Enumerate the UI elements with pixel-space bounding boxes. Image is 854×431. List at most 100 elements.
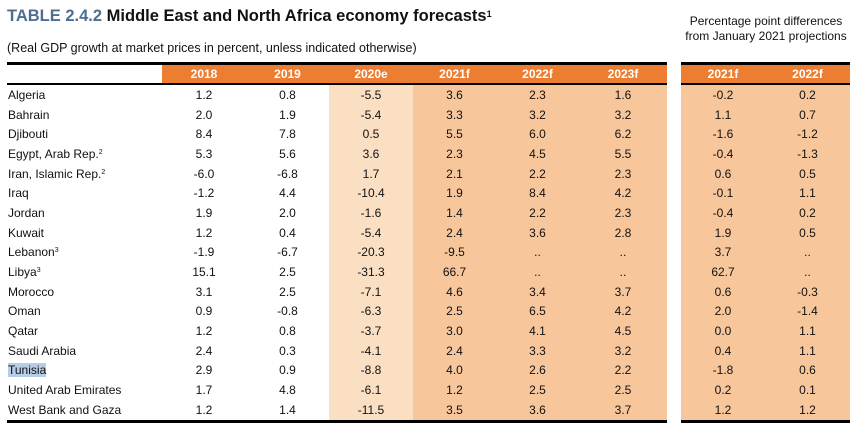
value-cell: 1.9 [279,107,296,122]
value-cell: 7.8 [279,127,296,142]
diff-cell: 1.1 [765,340,850,361]
table-row: Qatar 1.2 0.8 -3.7 3.0 4.1 4.5 [7,321,667,341]
value-cell: 2.4 [195,343,213,358]
diff-cell: 1.1 [765,183,850,204]
column-header-2023f: 2023f [579,63,667,84]
diff-row: 1.9 0.5 [681,222,850,243]
country-name: Oman [8,304,41,319]
diff-cell: -1.6 [681,124,765,145]
value-cell: 4.5 [579,321,667,341]
table-row: Kuwait 1.2 0.4 -5.4 2.4 3.6 2.8 [7,222,667,243]
value-cell: 5.5 [579,144,667,164]
country-name: Djibouti [8,127,49,142]
country-name: United Arab Emirates [8,383,122,398]
value-cell: 3.2 [579,340,667,361]
value-cell: 3.5 [413,400,496,422]
column-header-2018: 2018 [162,63,246,84]
value-cell: 2.2 [496,203,579,223]
table-title-text: Middle East and North Africa economy for… [106,7,487,25]
value-cell: 1.7 [195,383,213,398]
value-cell: 5.6 [279,146,296,161]
footnote-marker: 2 [101,168,106,176]
value-cell: 1.2 [195,87,213,102]
country-cell: Libya3 [7,262,162,282]
country-cell: Saudi Arabia [7,341,162,361]
column-header-2020e: 2020e [329,63,413,84]
country-cell: Oman [7,302,162,322]
value-cell: -6.7 [277,245,298,260]
diff-cell: -1.3 [765,144,850,164]
country-name: Egypt, Arab Rep. [8,146,99,161]
table-row: Algeria 1.2 0.8 -5.5 3.6 2.3 1.6 [7,84,667,105]
value-cell: 3.2 [579,104,667,125]
diff-row: 1.1 0.7 [681,104,850,125]
value-cell: 4.0 [413,360,496,381]
footnote-marker: 2 [98,148,103,156]
value-cell: 2.5 [279,265,296,280]
value-cell: 0.8 [279,324,296,339]
value-cell: -0.8 [277,304,298,319]
value-cell: 2.6 [496,360,579,381]
difference-header: Percentage point differences from Januar… [685,14,847,43]
value-cell: 5.5 [413,124,496,145]
value-cell: 15.1 [192,265,216,280]
value-cell: 6.2 [579,124,667,145]
value-cell: 8.4 [496,183,579,204]
table-row: West Bank and Gaza 1.2 1.4 -11.5 3.5 3.6 3.7 [7,400,667,422]
diff-row: 0.4 1.1 [681,340,850,361]
value-cell: 0.3 [279,343,296,358]
value-cell: 2.5 [413,301,496,322]
value-cell: -1.6 [329,203,413,223]
diff-cell: 0.6 [681,163,765,184]
table-row: Libya3 15.1 2.5 -31.3 66.7.... [7,262,667,282]
value-cell: 4.1 [496,321,579,341]
value-cell: 2.0 [279,205,296,220]
value-cell: -5.4 [329,222,413,243]
value-cell: -1.2 [193,186,215,201]
value-cell: 3.0 [413,321,496,341]
diff-row: -0.4 0.2 [681,203,850,223]
value-cell: 2.5 [279,284,296,299]
country-name: Bahrain [8,107,50,122]
table-row: Tunisia 2.9 0.9 -8.8 4.0 2.6 2.2 [7,360,667,381]
value-cell: 3.6 [329,144,413,164]
diff-cell: .. [765,242,850,263]
value-cell: 2.8 [579,222,667,243]
value-cell: 2.1 [413,163,496,184]
value-cell: .. [579,262,667,282]
value-cell: .. [579,242,667,263]
country-name: Iraq [8,186,29,201]
country-name: Qatar [8,324,39,339]
diff-cell: -0.1 [681,183,765,204]
diff-cell: -0.4 [681,203,765,223]
country-name: Libya [8,265,37,280]
table-row: Egypt, Arab Rep.2 5.3 5.6 3.6 2.3 4.5 5.5 [7,144,667,164]
diff-cell: 3.7 [681,242,765,263]
country-cell: West Bank and Gaza [7,400,162,421]
diff-cell: 0.1 [765,380,850,400]
value-cell: 6.5 [496,301,579,322]
diff-row: 0.0 1.1 [681,321,850,341]
diff-cell: 0.5 [765,222,850,243]
table-row: Bahrain 2.0 1.9 -5.4 3.3 3.2 3.2 [7,104,667,125]
diff-cell: 2.0 [681,301,765,322]
diff-row: -0.4 -1.3 [681,144,850,164]
value-cell: 3.1 [195,284,213,299]
value-cell: 1.2 [195,225,213,240]
value-cell: 4.4 [279,186,296,201]
value-cell: 2.5 [496,380,579,400]
value-cell: -4.1 [329,340,413,361]
value-cell: 8.4 [195,127,213,142]
value-cell: 3.6 [496,400,579,422]
diff-cell: -1.8 [681,360,765,381]
diff-column-header-2021f: 2021f [681,63,765,84]
country-name: Iran, Islamic Rep. [8,166,102,181]
value-cell: -6.3 [329,301,413,322]
value-cell: -3.7 [329,321,413,341]
footnote-marker: 3 [36,267,41,275]
value-cell: 2.2 [496,163,579,184]
table-row: Iran, Islamic Rep.2 -6.0 -6.8 1.7 2.1 2.2 2.3 [7,163,667,184]
country-name: Morocco [8,284,55,299]
country-cell: Tunisia [7,361,162,381]
footnote-marker: 3 [54,247,59,255]
